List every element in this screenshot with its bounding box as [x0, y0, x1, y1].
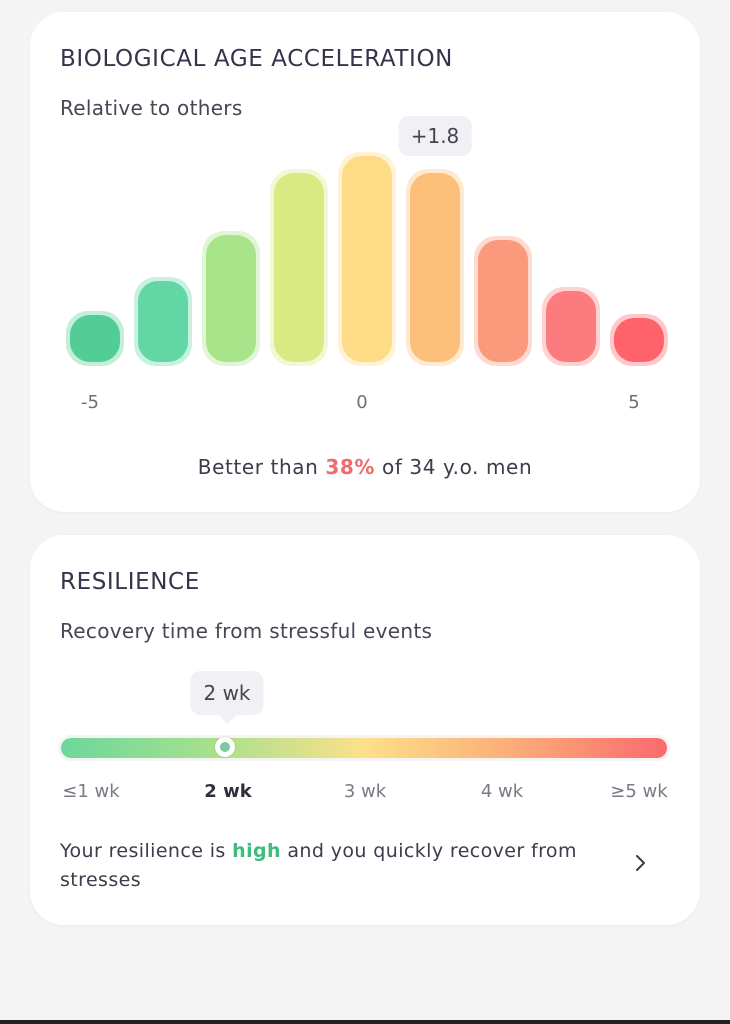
chart-bar [70, 315, 120, 362]
biological-age-card: BIOLOGICAL AGE ACCELERATION Relative to … [30, 12, 700, 512]
chart-bar [342, 156, 392, 362]
resilience-summary: Your resilience is high and you quickly … [60, 837, 580, 895]
resilience-tick-label: 3 wk [343, 781, 387, 802]
resilience-summary-highlight: high [232, 840, 281, 862]
chart-bar [546, 290, 596, 362]
x-tick-label: 5 [628, 392, 640, 413]
better-than-suffix: of 34 y.o. men [375, 455, 533, 479]
resilience-tick-label: ≥5 wk [610, 781, 668, 802]
chevron-right-icon[interactable] [628, 851, 652, 875]
resilience-summary-suffix: and you quickly recover from stresses [60, 840, 577, 891]
chart-bar [478, 239, 528, 362]
x-tick-label: -5 [81, 392, 99, 413]
chart-bar [274, 173, 324, 362]
resilience-value-tooltip: 2 wk [190, 671, 264, 724]
selected-bar-tooltip: +1.8 [398, 116, 472, 157]
resilience-summary-prefix: Your resilience is [60, 840, 233, 862]
resilience-tick-label: 2 wk [204, 781, 252, 802]
better-than-prefix: Better than [197, 455, 326, 479]
resilience-card-subtitle: Recovery time from stressful events [60, 619, 433, 643]
resilience-tick-label: 4 wk [480, 781, 524, 802]
resilience-card-title: RESILIENCE [60, 569, 200, 595]
better-than-percent: 38% [325, 455, 376, 479]
chart-bar [206, 234, 256, 362]
resilience-card[interactable]: RESILIENCE Recovery time from stressful … [30, 535, 700, 925]
chart-bar [138, 281, 188, 362]
age-card-title: BIOLOGICAL AGE ACCELERATION [60, 46, 453, 72]
x-tick-label: 0 [356, 392, 368, 413]
better-than-text: Better than 38% of 34 y.o. men [30, 455, 700, 479]
resilience-marker [214, 737, 235, 757]
bottom-divider [0, 1020, 730, 1024]
age-card-subtitle: Relative to others [60, 96, 243, 120]
chart-bar [410, 173, 460, 362]
age-distribution-chart: -5 0 5 +1.8 [30, 12, 700, 512]
resilience-tick-label: ≤1 wk [62, 781, 120, 802]
chart-bar [614, 317, 664, 362]
resilience-gradient-scale [61, 737, 667, 758]
